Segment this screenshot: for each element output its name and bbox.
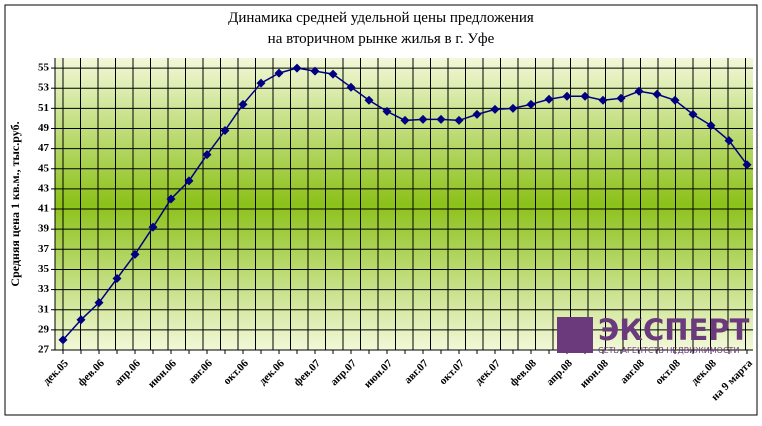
data-point <box>94 298 104 308</box>
data-point <box>184 176 194 186</box>
y-tick-label: 41 <box>38 203 49 215</box>
data-point <box>346 82 356 92</box>
data-point <box>382 106 392 116</box>
data-point <box>526 99 536 109</box>
data-point <box>742 160 752 170</box>
y-tick-label: 29 <box>38 323 50 335</box>
logo-tagline: СЕТЬ АГЕНТСТВ НЕДВИЖИМОСТИ <box>598 346 739 355</box>
logo: ЭКСПЕРТ СЕТЬ АГЕНТСТВ НЕДВИЖИМОСТИ <box>557 313 750 355</box>
y-axis-label: Средняя цена 1 кв.м., тыс.руб. <box>8 121 22 286</box>
data-point <box>418 114 428 124</box>
data-point <box>436 114 446 124</box>
data-point <box>148 222 158 232</box>
data-point <box>202 150 212 160</box>
data-point <box>490 104 500 114</box>
data-point <box>508 103 518 113</box>
data-point <box>652 89 662 99</box>
data-point <box>274 68 284 78</box>
data-point <box>256 78 266 88</box>
data-point <box>724 136 734 146</box>
data-point <box>688 109 698 119</box>
data-point <box>670 95 680 105</box>
logo-name: ЭКСПЕРТ <box>598 313 750 347</box>
data-point <box>400 115 410 125</box>
data-point <box>58 335 68 345</box>
y-tick-label: 51 <box>38 102 49 114</box>
y-tick-label: 27 <box>38 344 50 356</box>
data-point <box>580 91 590 101</box>
y-tick-label: 49 <box>38 122 50 134</box>
chart-title: на вторичном рынке жилья в г. Уфе <box>268 31 495 47</box>
data-point <box>598 95 608 105</box>
data-point <box>76 315 86 325</box>
y-tick-label: 45 <box>38 162 50 174</box>
data-point <box>292 63 302 73</box>
data-point <box>130 249 140 259</box>
data-point <box>544 94 554 104</box>
data-point <box>166 194 176 204</box>
logo-icon <box>557 317 593 353</box>
data-point <box>220 125 230 135</box>
data-point <box>634 86 644 96</box>
data-point <box>238 99 248 109</box>
y-tick-label: 31 <box>38 303 49 315</box>
y-tick-label: 39 <box>38 223 50 235</box>
data-point <box>112 274 122 284</box>
y-tick-label: 53 <box>38 82 50 94</box>
data-point <box>616 93 626 103</box>
y-tick-label: 55 <box>38 62 50 74</box>
data-point <box>472 109 482 119</box>
data-point <box>364 95 374 105</box>
data-point <box>310 66 320 76</box>
y-tick-label: 33 <box>38 283 50 295</box>
y-tick-label: 37 <box>38 243 50 255</box>
y-tick-label: 47 <box>38 142 50 154</box>
chart-title: Динамика средней удельной цены предложен… <box>228 10 534 26</box>
plot-area <box>55 58 753 350</box>
data-point <box>454 115 464 125</box>
y-tick-label: 35 <box>38 263 50 275</box>
data-point <box>562 91 572 101</box>
data-point <box>328 69 338 79</box>
y-tick-label: 43 <box>38 182 50 194</box>
data-point <box>706 120 716 130</box>
